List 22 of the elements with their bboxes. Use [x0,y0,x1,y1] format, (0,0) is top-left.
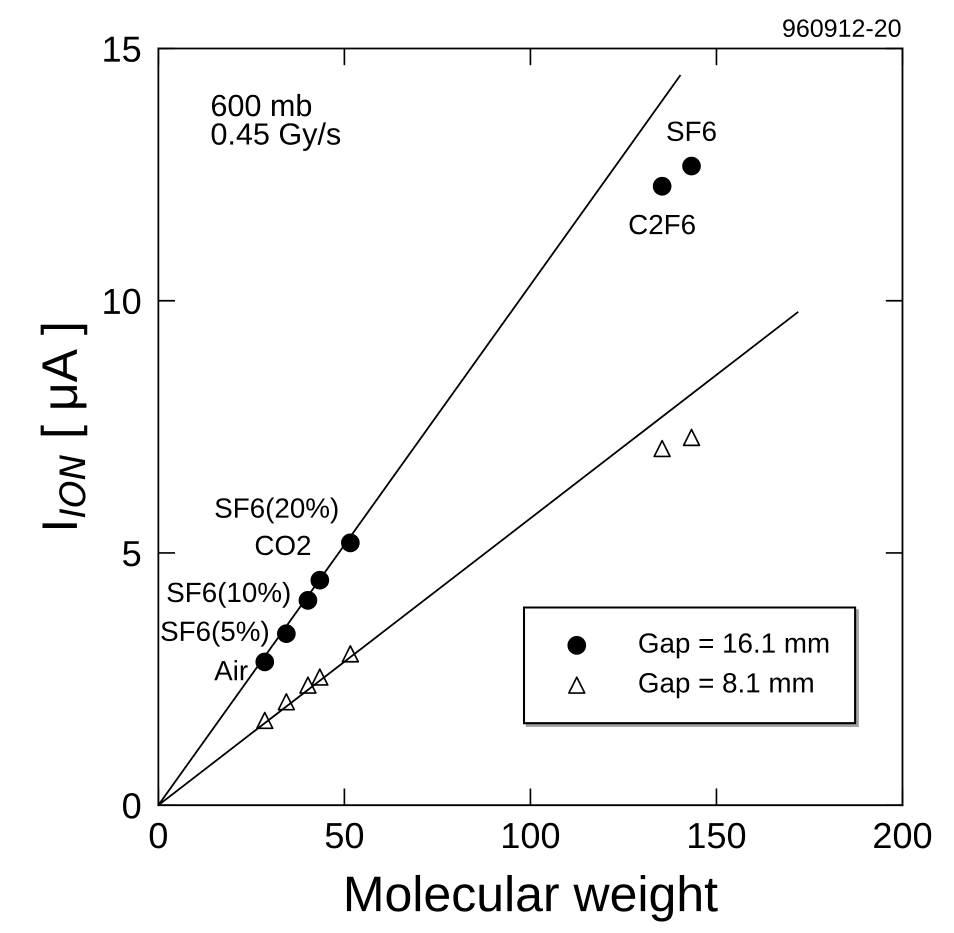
x-tick-label: 0 [150,822,167,848]
x-tick-label: 100 [503,822,560,848]
y-tick-label: 5 [123,541,140,566]
x-tick-label: 200 [874,822,932,848]
y-axis-title: I$_{ION}$ [ μA ] [40,324,88,528]
annotation: SF6 [667,121,716,142]
annotation: 600 mb 0.45 Gy/s [212,94,340,151]
annotation: CO2 [256,536,310,556]
x-tick-label: 150 [689,822,746,848]
legend-label: Gap = 16.1 mm [639,633,828,658]
text: 960912-20 [783,19,901,38]
annotation: C2F6 [630,214,695,234]
y-tick-label: 0 [123,793,140,819]
x-tick-label: 50 [326,822,364,848]
y-tick-label: 10 [104,288,140,314]
annotation: SF6(20%) [215,498,338,524]
x-axis-title: Molecular weight [346,874,718,922]
annotation: SF6(10%) [167,582,290,608]
annotation: Air [214,660,248,680]
legend-label: Gap = 8.1 mm [639,673,813,698]
annotation: SF6(5%) [161,620,268,647]
y-tick-label: 15 [104,36,140,62]
